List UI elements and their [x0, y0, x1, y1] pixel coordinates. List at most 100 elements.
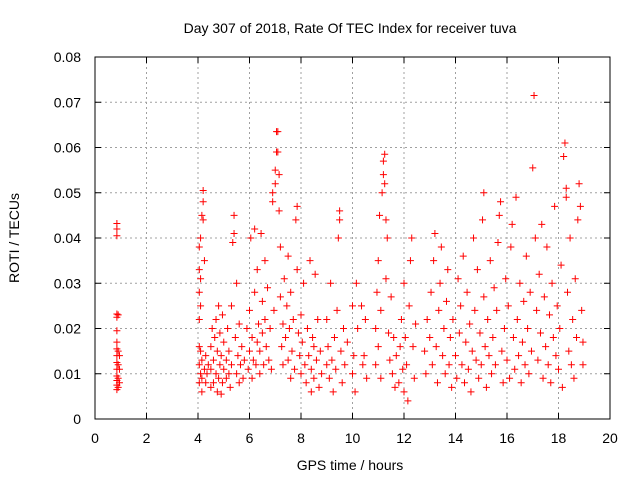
data-point: [258, 329, 266, 337]
data-point: [441, 370, 449, 378]
data-point: [248, 374, 256, 382]
data-point: [482, 383, 490, 391]
data-point: [207, 365, 215, 373]
data-point: [274, 128, 282, 136]
data-point: [410, 374, 418, 382]
data-point: [578, 306, 586, 314]
data-point: [283, 302, 291, 310]
x-tick-label: 2: [143, 430, 151, 446]
data-point: [376, 211, 384, 219]
data-point: [235, 320, 243, 328]
data-point: [198, 388, 206, 396]
data-point: [467, 388, 475, 396]
data-point: [400, 279, 408, 287]
data-point: [230, 211, 238, 219]
data-point: [436, 279, 444, 287]
data-point: [244, 365, 252, 373]
data-point: [224, 325, 232, 332]
data-point: [372, 325, 380, 332]
data-point: [307, 365, 315, 373]
data-point: [511, 365, 519, 373]
data-point: [480, 189, 488, 197]
data-point: [575, 180, 583, 188]
data-point: [573, 334, 581, 342]
x-tick-label: 6: [246, 430, 254, 446]
data-point: [379, 171, 387, 179]
data-point: [269, 198, 277, 206]
data-point: [226, 383, 234, 391]
data-point: [195, 343, 203, 351]
data-point: [233, 370, 241, 378]
data-point: [517, 379, 525, 387]
data-point: [275, 207, 283, 215]
data-point: [249, 356, 257, 364]
x-axis-title: GPS time / hours: [297, 457, 404, 473]
data-point: [334, 234, 342, 242]
data-point: [220, 338, 228, 346]
data-point: [280, 275, 288, 283]
data-point: [215, 374, 223, 382]
data-point: [209, 356, 217, 364]
data-point: [373, 288, 381, 296]
data-point: [372, 361, 380, 369]
data-point: [477, 361, 485, 369]
data-point: [560, 153, 568, 161]
data-point: [579, 361, 587, 369]
data-point: [225, 370, 233, 378]
data-point: [231, 334, 239, 342]
data-point: [452, 352, 459, 360]
data-point: [445, 361, 453, 369]
data-point: [338, 379, 346, 387]
y-tick-label: 0.01: [54, 366, 81, 382]
data-point: [276, 243, 284, 251]
data-point: [448, 383, 456, 391]
data-point: [412, 320, 420, 328]
data-point: [264, 284, 272, 292]
data-point: [574, 216, 582, 224]
data-point: [213, 388, 221, 396]
data-point: [422, 370, 430, 378]
data-point: [324, 343, 332, 351]
data-point: [298, 338, 306, 346]
data-point: [428, 361, 436, 369]
data-point: [479, 216, 487, 224]
data-point: [472, 356, 480, 364]
data-point: [212, 370, 220, 378]
data-point: [222, 374, 230, 382]
y-tick-label: 0: [73, 411, 81, 427]
data-point: [195, 266, 203, 274]
data-point: [399, 365, 407, 373]
data-point: [400, 388, 408, 396]
data-point: [310, 343, 318, 351]
data-point: [113, 220, 121, 228]
data-point: [480, 293, 488, 301]
data-point: [462, 338, 470, 346]
data-point: [453, 374, 461, 382]
data-point: [336, 207, 344, 215]
data-point: [251, 225, 259, 233]
data-point: [481, 343, 489, 351]
data-point: [506, 374, 514, 382]
data-point: [341, 361, 349, 369]
data-point: [382, 275, 390, 283]
data-point: [377, 374, 385, 382]
data-point: [343, 338, 351, 346]
data-point: [387, 293, 395, 301]
data-point: [275, 171, 283, 179]
data-point: [200, 257, 208, 265]
data-point: [455, 329, 463, 337]
data-point: [240, 356, 248, 364]
data-point: [311, 270, 319, 278]
y-tick-labels: 0 0.01 0.02 0.03 0.04 0.05 0.06 0.07 0.08: [54, 49, 81, 427]
data-point: [388, 370, 396, 378]
data-point: [579, 338, 587, 346]
data-point: [305, 352, 313, 360]
data-point: [337, 347, 345, 355]
data-point: [113, 232, 121, 240]
data-point: [114, 347, 122, 355]
data-point: [197, 275, 205, 283]
data-point: [383, 234, 391, 242]
data-point: [556, 325, 564, 332]
data-point: [544, 361, 552, 369]
